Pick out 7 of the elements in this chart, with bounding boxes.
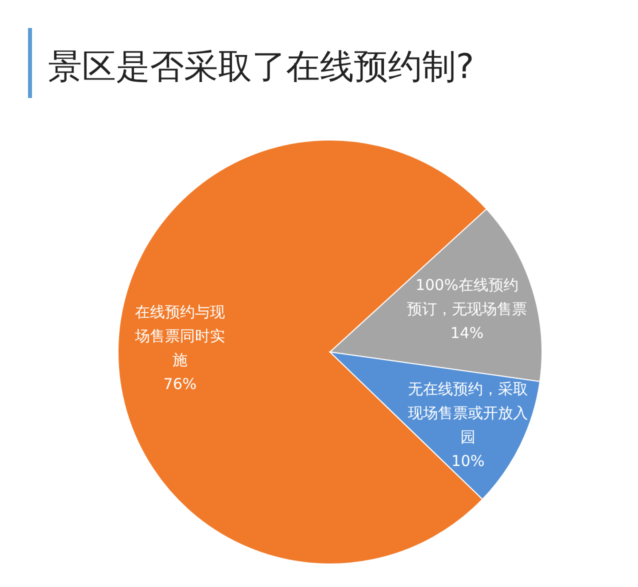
chart-title: 景区是否采取了在线预约制? bbox=[48, 47, 474, 87]
data-label: 14% bbox=[450, 324, 484, 342]
slice-label: 100%在线预约预订，无现场售票 bbox=[407, 276, 527, 318]
data-label: 76% bbox=[163, 375, 197, 393]
data-label: 10% bbox=[451, 452, 485, 470]
slice-label: 无在线预约，采取现场售票或开放入园 bbox=[408, 380, 528, 446]
slice-label: 在线预约与现场售票同时实施 bbox=[134, 303, 225, 369]
